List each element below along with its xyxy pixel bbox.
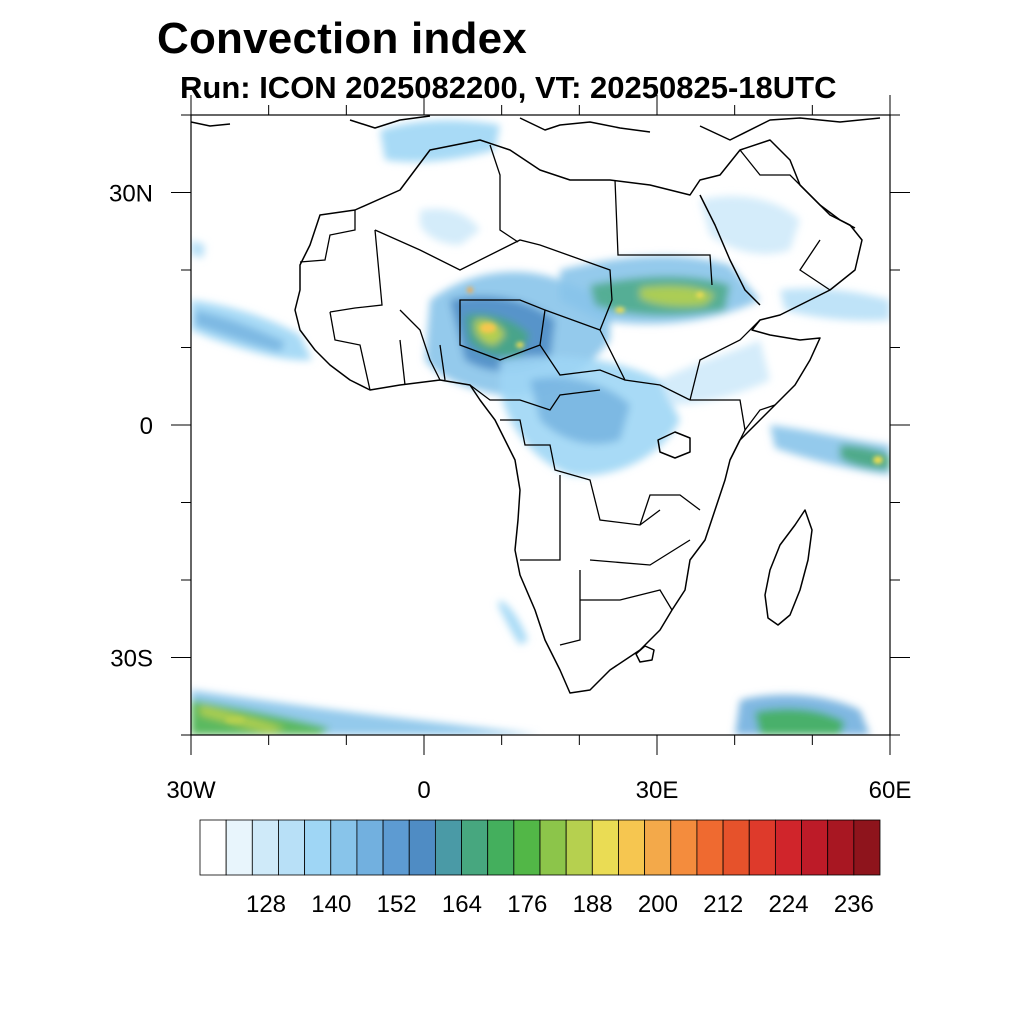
country-borders (299, 144, 831, 646)
colorbar-swatch (356, 819, 384, 876)
lon-label: 30E (636, 777, 679, 804)
map-axes (171, 95, 910, 755)
colorbar-swatch (774, 819, 802, 876)
colorbar-label: 128 (246, 891, 286, 918)
colorbar-label: 152 (377, 891, 417, 918)
colorbar-swatch (670, 819, 698, 876)
colorbar-swatch (618, 819, 646, 876)
colorbar-swatch (304, 819, 332, 876)
colorbar-swatch (382, 819, 410, 876)
colorbar-swatch (408, 819, 436, 876)
colorbar-label: 140 (311, 891, 351, 918)
colorbar-swatch (801, 819, 829, 876)
colorbar-label: 176 (507, 891, 547, 918)
colorbar-swatch (591, 819, 619, 876)
colorbar-swatch (644, 819, 672, 876)
colorbar-label: 212 (703, 891, 743, 918)
colorbar-swatch (539, 819, 567, 876)
colorbar-swatch (225, 819, 253, 876)
lat-label: 30N (109, 181, 153, 208)
map-axis-labels: 30N 0 30S 30W 0 30E 60E (109, 181, 911, 805)
colorbar-swatch (853, 819, 881, 876)
chart-subtitle: Run: ICON 2025082200, VT: 20250825-18UTC (180, 70, 837, 105)
colorbar-swatch (513, 819, 541, 876)
colorbar-swatch (827, 819, 855, 876)
colorbar-swatch (199, 819, 227, 876)
lon-label: 30W (166, 777, 216, 804)
colorbar (199, 819, 881, 876)
colorbar-labels: 128 140 152 164 176 188 200 212 224 236 (246, 891, 874, 918)
colorbar-swatch (487, 819, 515, 876)
colorbar-swatch (278, 819, 306, 876)
colorbar-swatch (251, 819, 279, 876)
colorbar-swatch (434, 819, 462, 876)
colorbar-swatch (565, 819, 593, 876)
colorbar-label: 200 (638, 891, 678, 918)
colorbar-label: 164 (442, 891, 482, 918)
map-area (191, 115, 890, 735)
convection-shading (191, 120, 890, 735)
colorbar-label: 236 (834, 891, 874, 918)
colorbar-swatch (748, 819, 776, 876)
colorbar-label: 188 (573, 891, 613, 918)
lon-label: 0 (417, 777, 430, 804)
convection-peaks (225, 287, 883, 723)
chart-title: Convection index (157, 14, 527, 63)
lat-label: 0 (140, 413, 153, 440)
colorbar-swatch (461, 819, 489, 876)
colorbar-swatch (330, 819, 358, 876)
lon-label: 60E (869, 777, 912, 804)
lat-label: 30S (110, 646, 153, 673)
colorbar-label: 224 (769, 891, 809, 918)
colorbar-swatch (696, 819, 724, 876)
colorbar-swatch (722, 819, 750, 876)
